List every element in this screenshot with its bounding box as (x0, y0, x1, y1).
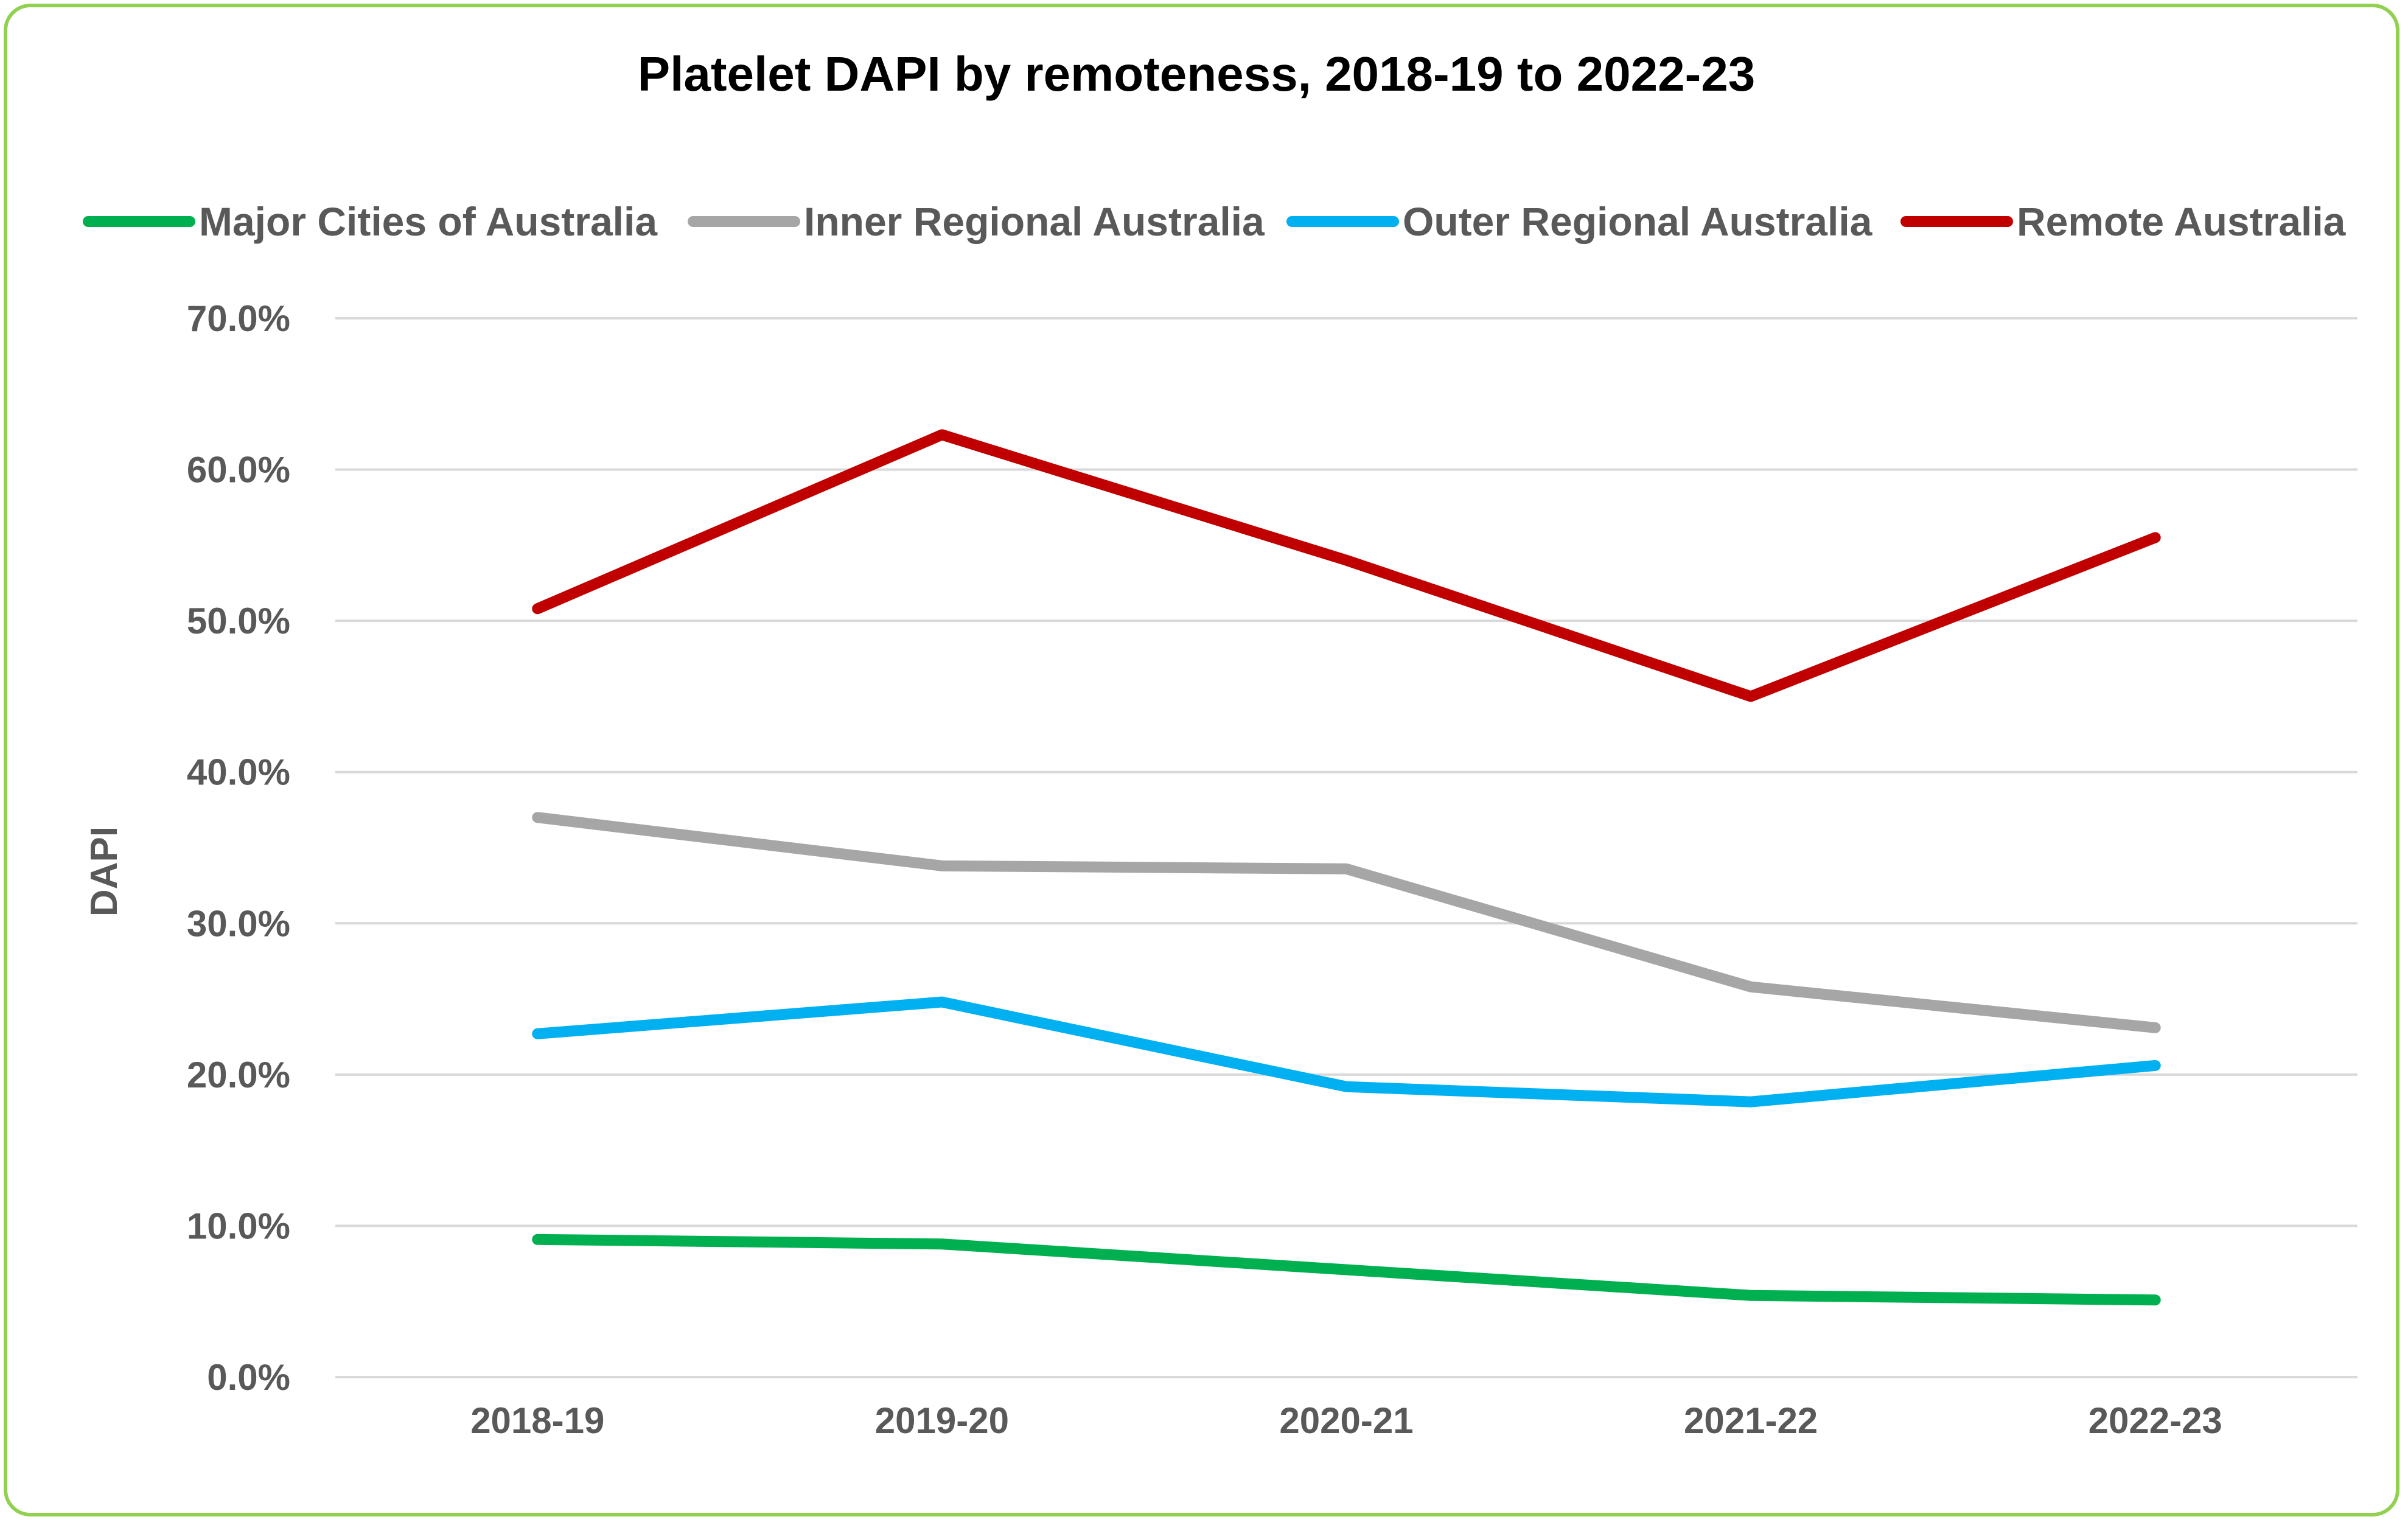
series-line-remote-australia (532, 429, 2161, 702)
series-line-inner-regional-australia (532, 812, 2161, 1033)
y-tick-label: 10.0% (187, 1206, 290, 1246)
legend-label: Inner Regional Australia (804, 199, 1265, 244)
chart-title: Platelet DAPI by remoteness, 2018-19 to … (638, 47, 1755, 101)
legend-label: Outer Regional Australia (1403, 199, 1873, 244)
y-axis-tick-labels: 0.0% 10.0% 20.0% 30.0% 40.0% 50.0% 60.0% 70.0% (187, 298, 290, 1398)
chart-frame: Platelet DAPI by remoteness, 2018-19 to … (4, 4, 2399, 1516)
y-tick-label: 30.0% (187, 903, 290, 944)
series-line-major-cities-of-australia (532, 1234, 2161, 1306)
x-tick-label: 2022-23 (2089, 1400, 2222, 1441)
x-axis-tick-labels: 2018-19 2019-20 2020-21 2021-22 2022-23 (470, 1400, 2222, 1441)
gridlines (335, 317, 2357, 1378)
y-axis-title: DAPI (83, 826, 125, 916)
y-tick-label: 0.0% (207, 1357, 290, 1398)
y-tick-label: 40.0% (187, 752, 290, 793)
series-lines (532, 429, 2161, 1306)
x-tick-label: 2021-22 (1684, 1400, 1818, 1441)
y-tick-label: 70.0% (187, 298, 290, 339)
x-tick-label: 2019-20 (875, 1400, 1009, 1441)
legend-label: Major Cities of Australia (199, 199, 658, 244)
series-line-outer-regional-australia (532, 996, 2161, 1108)
y-tick-label: 20.0% (187, 1055, 290, 1095)
x-tick-label: 2018-19 (470, 1400, 604, 1441)
legend: Major Cities of Australia Inner Regional … (83, 199, 2347, 244)
y-tick-label: 60.0% (187, 450, 290, 490)
line-chart: Platelet DAPI by remoteness, 2018-19 to … (83, 47, 2357, 1441)
y-tick-label: 50.0% (187, 601, 290, 641)
x-tick-label: 2020-21 (1279, 1400, 1413, 1441)
legend-label: Remote Australia (2017, 199, 2347, 244)
